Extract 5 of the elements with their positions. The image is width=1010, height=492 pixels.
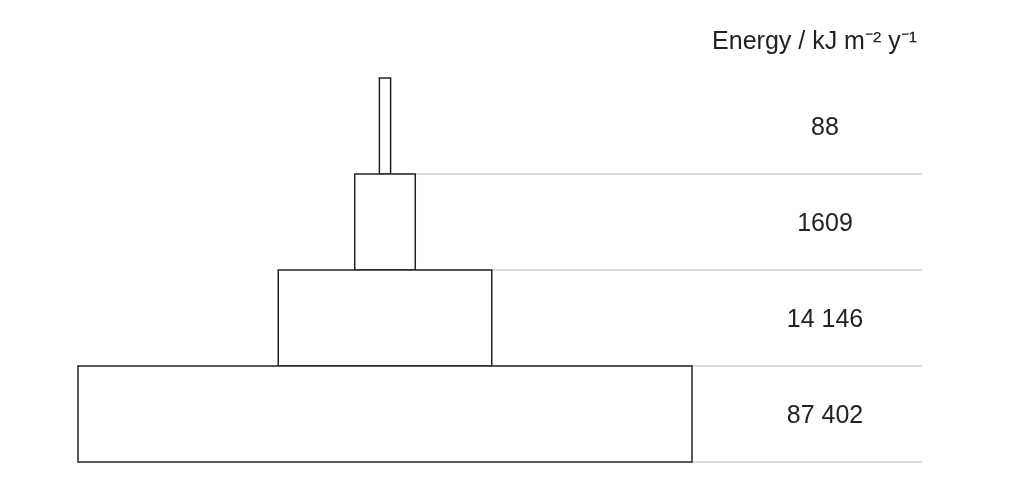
data-label: 14 146 <box>786 304 864 332</box>
data-label: 88 <box>811 112 839 140</box>
data-label: 1609 <box>797 208 853 236</box>
text: Energy / kJ m⁻² y⁻¹ <box>712 25 918 54</box>
data-label: 87 402 <box>786 400 864 428</box>
